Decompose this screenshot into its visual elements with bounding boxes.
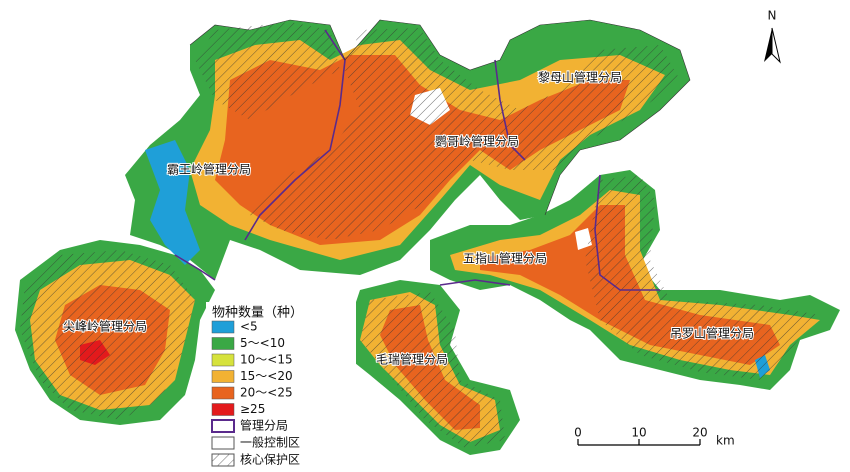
- scale-unit: km: [716, 434, 735, 448]
- legend-label: 一般控制区: [240, 435, 300, 450]
- legend-swatch: [211, 386, 235, 400]
- outline: [189, 19, 691, 216]
- legend-swatch: [211, 453, 235, 467]
- land: [145, 140, 200, 265]
- legend-swatch: [211, 320, 235, 334]
- legend-label: 管理分局: [240, 418, 288, 433]
- legend-label: 核心保护区: [240, 453, 300, 467]
- scale-tick-label: 10: [631, 426, 646, 440]
- core-zone: [195, 22, 340, 120]
- arrow-half: [771, 27, 781, 64]
- boundary-line: [494, 59, 526, 161]
- region-label: 毛瑞管理分局: [376, 352, 448, 367]
- legend-label: ≥25: [240, 402, 265, 416]
- core-zone: [250, 28, 680, 240]
- water-gap: [575, 228, 592, 250]
- region-labels: 黎母山管理分局 鹦哥岭管理分局 霸王岭管理分局 五指山管理分局 尖峰岭管理分局 …: [62, 69, 755, 368]
- arrow-half: [764, 28, 772, 62]
- scale-tick-label: 20: [692, 426, 707, 440]
- legend-swatch: [211, 403, 235, 416]
- core-zone: [360, 292, 505, 448]
- scale-bar: km 0 10 20: [574, 426, 734, 448]
- legend-label: <5: [240, 320, 258, 334]
- region-label: 鹦哥岭管理分局: [435, 134, 519, 149]
- region-label: 五指山管理分局: [463, 251, 547, 266]
- legend: 物种数量（种） 管理分局 一般控制区 核心保护区 <5 5～<10 10～<15 15…: [206, 302, 356, 468]
- core-zones: [20, 22, 820, 448]
- region-label: 吊罗山管理分局: [670, 326, 754, 341]
- legend-label: 20～<25: [240, 386, 293, 400]
- legend-swatch: [211, 337, 235, 350]
- region-label: 黎母山管理分局: [538, 70, 622, 85]
- core-zone: [585, 175, 820, 380]
- legend-title: 物种数量（种）: [212, 306, 303, 321]
- boundaries: [174, 19, 691, 291]
- north-arrow: N: [764, 9, 781, 64]
- boundary-line: [174, 254, 216, 281]
- north-label: N: [768, 9, 777, 23]
- core-zone: [20, 250, 195, 420]
- legend-label: 15～<20: [240, 369, 293, 383]
- legend-swatch: [211, 353, 235, 367]
- legend-swatch: [211, 436, 235, 450]
- legend-swatch: [211, 370, 235, 383]
- region-label: 霸王岭管理分局: [167, 162, 251, 177]
- region-label: 尖峰岭管理分局: [63, 319, 147, 334]
- legend-label: 5～<10: [240, 336, 285, 350]
- legend-swatch: [211, 419, 235, 433]
- legend-label: 10～<15: [240, 353, 293, 367]
- boundary-line: [594, 174, 660, 291]
- boundary-line: [439, 279, 511, 286]
- scale-tick-label: 0: [574, 426, 582, 440]
